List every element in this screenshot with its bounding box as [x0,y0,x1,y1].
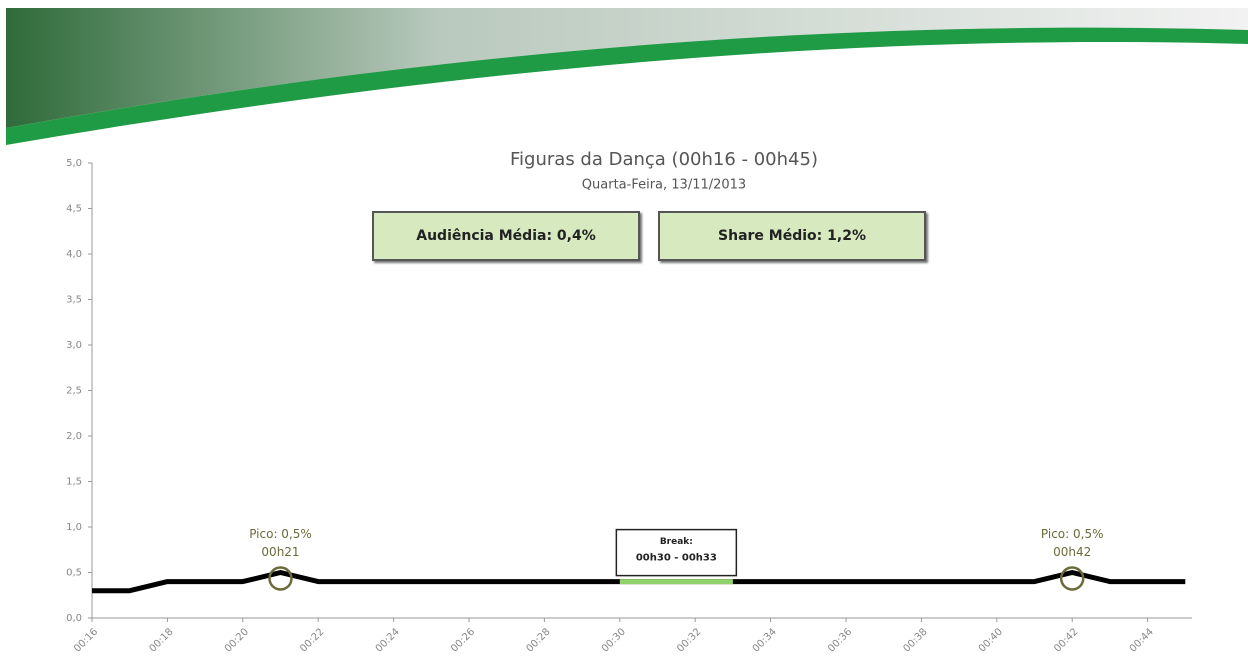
y-tick-label: 2,5 [66,386,82,397]
y-tick-label: 1,0 [66,522,82,533]
peak-time: 00h21 [261,545,299,559]
x-tick-label: 00:32 [675,626,703,654]
y-tick-label: 0,0 [66,613,82,624]
x-tick-label: 00:26 [449,626,477,654]
x-tick-label: 00:44 [1128,626,1156,654]
y-tick-label: 5,0 [66,158,82,169]
x-tick-label: 00:30 [600,626,628,654]
x-tick-label: 00:34 [751,626,779,654]
x-tick-label: 00:16 [72,626,100,654]
x-tick-label: 00:38 [901,626,929,654]
peak-time: 00h42 [1053,545,1091,559]
peak-label: Pico: 0,5% [249,527,312,541]
x-tick-label: 00:40 [977,626,1005,654]
break-range: 00h30 - 00h33 [636,553,717,564]
y-tick-label: 2,0 [66,431,82,442]
x-tick-label: 00:28 [524,626,552,654]
chart-title: Figuras da Dança (00h16 - 00h45) [510,149,818,170]
x-tick-label: 00:22 [298,626,326,654]
y-tick-label: 4,0 [66,249,82,260]
header-banner [6,8,1248,145]
y-tick-label: 1,5 [66,477,82,488]
kpi-share: Share Médio: 1,2% [658,211,926,261]
y-tick-label: 4,5 [66,204,82,215]
x-tick-label: 00:24 [374,626,402,654]
x-tick-label: 00:18 [147,626,175,654]
peak-label: Pico: 0,5% [1041,527,1104,541]
break-box [615,528,738,577]
y-tick-label: 3,5 [66,295,82,306]
x-tick-label: 00:20 [223,626,251,654]
chart-subtitle: Quarta-Feira, 13/11/2013 [582,178,746,193]
y-tick-label: 0,5 [66,568,82,579]
y-tick-label: 3,0 [66,340,82,351]
break-title: Break: [660,537,693,547]
peak-marker [268,566,293,591]
kpi-audience: Audiência Média: 0,4% [372,211,640,261]
x-tick-label: 00:42 [1052,626,1080,654]
peak-marker [1059,566,1085,591]
x-tick-label: 00:36 [826,626,854,654]
